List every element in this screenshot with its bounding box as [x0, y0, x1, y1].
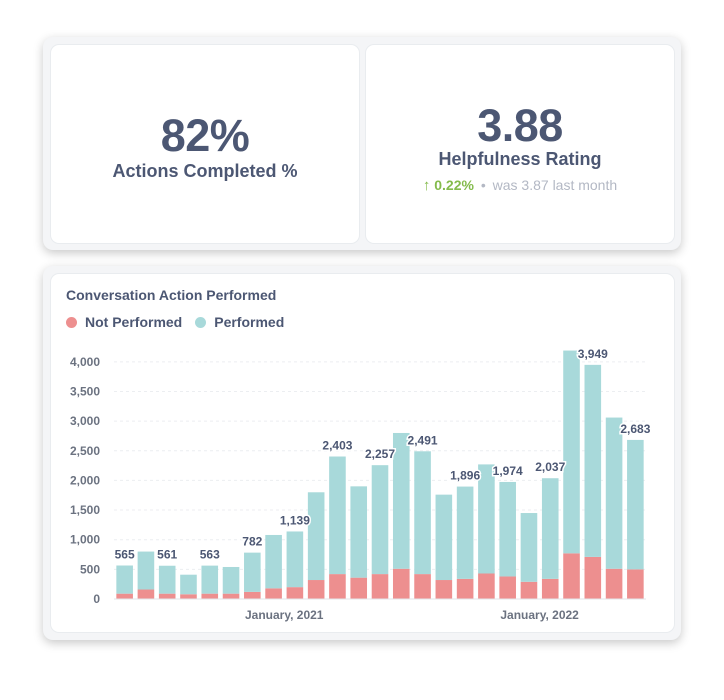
data-label: 565: [115, 547, 135, 561]
bar-not-performed[interactable]: [180, 594, 197, 599]
bar-not-performed[interactable]: [541, 578, 559, 599]
bar-not-performed[interactable]: [286, 587, 304, 599]
bar-performed[interactable]: [584, 364, 602, 557]
y-tick-label: 0: [93, 592, 100, 606]
bar-performed[interactable]: [244, 552, 261, 592]
legend-dot-icon: [195, 316, 207, 328]
bar-performed[interactable]: [499, 481, 516, 577]
bar-performed[interactable]: [414, 451, 431, 575]
bar-performed[interactable]: [392, 432, 410, 569]
bar-not-performed[interactable]: [414, 574, 431, 599]
bar-performed[interactable]: [605, 417, 623, 569]
comparison-period: last month: [552, 177, 618, 193]
bar-performed[interactable]: [222, 566, 240, 594]
bar-not-performed[interactable]: [584, 556, 602, 599]
bar-performed[interactable]: [307, 492, 325, 581]
bar-not-performed[interactable]: [478, 573, 495, 599]
bar-performed[interactable]: [627, 439, 644, 570]
helpfulness-rating-value: 3.88: [477, 100, 563, 151]
bar-performed[interactable]: [541, 478, 559, 579]
bar-performed[interactable]: [478, 464, 495, 574]
data-label: 2,403: [322, 439, 352, 453]
x-tick-label: January, 2022: [500, 608, 579, 622]
chart-legend: Not Performed Performed: [66, 314, 297, 330]
bar-not-performed[interactable]: [116, 593, 133, 599]
bar-performed[interactable]: [265, 534, 282, 589]
actions-completed-value: 82%: [160, 110, 250, 161]
bar-not-performed[interactable]: [158, 593, 176, 599]
data-label: 782: [242, 535, 262, 549]
data-label: 1,896: [450, 469, 480, 483]
bar-performed[interactable]: [435, 494, 453, 581]
y-tick-label: 2,000: [70, 473, 100, 487]
bar-not-performed[interactable]: [137, 589, 155, 599]
bar-not-performed[interactable]: [371, 574, 389, 599]
y-tick-label: 500: [80, 562, 100, 576]
data-label: 1,139: [280, 513, 310, 527]
legend-label-performed: Performed: [214, 314, 285, 330]
bar-not-performed[interactable]: [329, 574, 346, 599]
legend-item-performed[interactable]: Performed: [195, 314, 284, 330]
actions-completed-label[interactable]: Actions Completed %: [112, 161, 298, 181]
bar-performed[interactable]: [158, 565, 176, 594]
data-label: 2,683: [620, 422, 650, 436]
bar-not-performed[interactable]: [265, 588, 282, 599]
x-tick-label: January, 2021: [245, 608, 324, 622]
bar-not-performed[interactable]: [307, 580, 325, 599]
bar-not-performed[interactable]: [244, 591, 261, 599]
data-label: 1,974: [493, 464, 523, 478]
y-tick-label: 1,000: [70, 533, 100, 547]
bar-not-performed[interactable]: [392, 568, 410, 599]
data-label: 563: [200, 548, 220, 562]
bar-performed[interactable]: [180, 574, 197, 595]
data-label: 2,257: [365, 447, 395, 461]
actions-completed-card[interactable]: 82% Actions Completed %: [51, 45, 359, 243]
y-tick-label: 3,500: [70, 384, 100, 398]
bar-performed[interactable]: [329, 456, 346, 575]
bar-performed[interactable]: [456, 486, 474, 579]
data-label: 2,037: [535, 460, 565, 474]
bar-performed[interactable]: [286, 531, 304, 588]
data-label: 561: [157, 548, 177, 562]
bar-performed[interactable]: [563, 350, 580, 554]
arrow-up-icon: ↑: [422, 177, 431, 194]
legend-label-not-performed: Not Performed: [85, 314, 183, 330]
rating-comparison: ↑ 0.22% • was 3.87 last month: [366, 177, 674, 194]
previous-value: was 3.87: [492, 177, 549, 193]
bar-not-performed[interactable]: [435, 580, 453, 599]
y-tick-label: 4,000: [70, 355, 100, 369]
data-label: 2,491: [408, 433, 438, 447]
y-tick-label: 2,500: [70, 444, 100, 458]
chart-title[interactable]: Conversation Action Performed: [66, 287, 277, 303]
legend-item-not-performed[interactable]: Not Performed: [66, 314, 182, 330]
bar-not-performed[interactable]: [563, 553, 580, 599]
bar-not-performed[interactable]: [520, 581, 538, 599]
bar-performed[interactable]: [116, 565, 133, 594]
bar-performed[interactable]: [350, 486, 368, 578]
bar-performed[interactable]: [371, 465, 389, 575]
change-percent: 0.22%: [434, 177, 474, 193]
y-tick-label: 1,500: [70, 503, 100, 517]
bar-not-performed[interactable]: [222, 593, 240, 599]
bar-not-performed[interactable]: [201, 593, 219, 599]
helpfulness-rating-card[interactable]: 3.88 Helpfulness Rating ↑ 0.22% • was 3.…: [366, 45, 674, 243]
bar-performed[interactable]: [137, 551, 155, 590]
y-tick-label: 3,000: [70, 414, 100, 428]
bar-performed[interactable]: [520, 513, 538, 582]
legend-dot-icon: [66, 316, 77, 328]
bar-not-performed[interactable]: [456, 578, 474, 599]
bar-not-performed[interactable]: [627, 569, 644, 599]
separator-dot: •: [480, 177, 486, 193]
bar-not-performed[interactable]: [499, 576, 516, 599]
bar-not-performed[interactable]: [605, 568, 623, 599]
data-label: 3,949: [578, 347, 608, 361]
bar-performed[interactable]: [201, 565, 219, 594]
helpfulness-rating-label[interactable]: Helpfulness Rating: [438, 149, 602, 169]
bar-not-performed[interactable]: [350, 577, 368, 599]
